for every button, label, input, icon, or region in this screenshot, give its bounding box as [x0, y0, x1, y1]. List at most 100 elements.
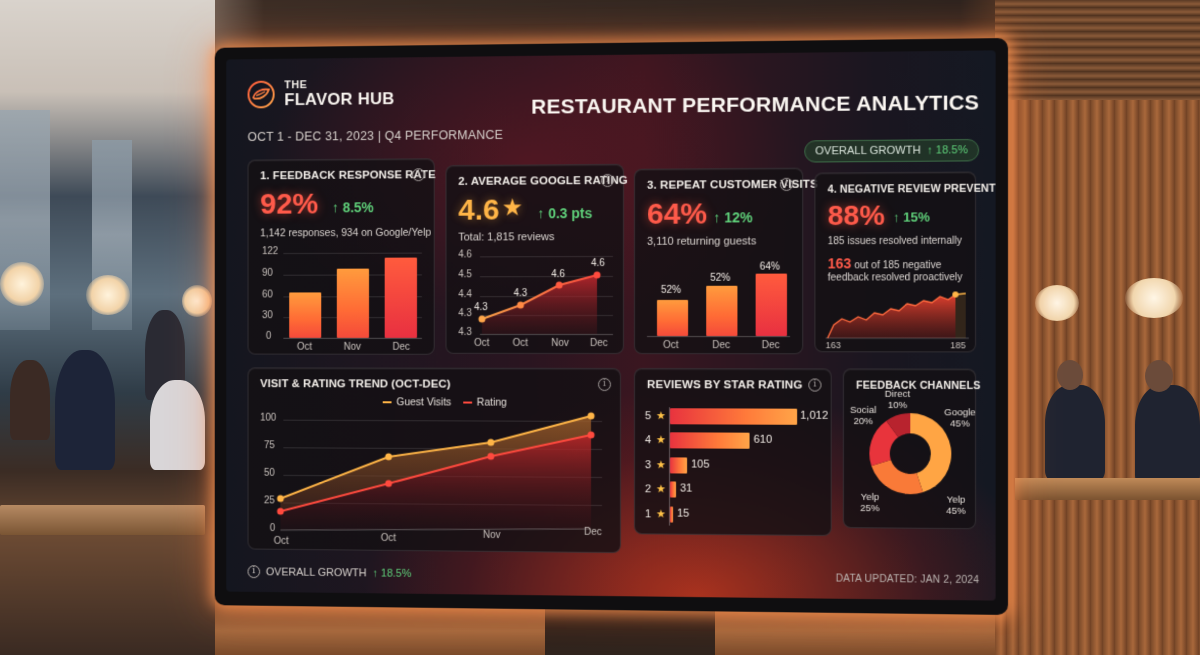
x-tick: Nov — [343, 341, 362, 353]
x-tick: Oct — [474, 337, 490, 349]
diner — [10, 360, 50, 440]
brand-name: FLAVOR HUB — [284, 89, 395, 110]
repeat-visits-value: 64% — [646, 197, 708, 231]
flavor-hub-logo-icon — [246, 79, 277, 111]
diner — [55, 350, 115, 470]
bar-3-star — [670, 457, 688, 474]
bar-value: 15 — [677, 507, 690, 520]
repeat-visits-delta: ↑ 12% — [713, 209, 753, 226]
x-tick: Oct — [296, 341, 313, 353]
y-tick: 122 — [262, 246, 279, 258]
card-feedback-response-rate: 1. FEEDBACK RESPONSE RATE i 92% ↑ 8.5% 1… — [247, 158, 436, 355]
label-google: Google 45% — [944, 407, 976, 430]
point-label: 4.3 — [474, 302, 488, 314]
footer-growth: i OVERALL GROWTH ↑ 18.5% — [247, 565, 412, 580]
bar-1-star — [670, 506, 674, 523]
point-label: 4.3 — [513, 288, 528, 300]
star-row-2: 2 ★ — [644, 482, 666, 496]
bar-nov — [336, 268, 370, 338]
x-axis — [283, 337, 422, 339]
info-icon[interactable]: i — [412, 168, 425, 182]
axis-start: 163 — [825, 340, 841, 351]
bar-oct — [656, 299, 689, 337]
footer-growth-label: OVERALL GROWTH — [265, 565, 367, 579]
star-row-1: 1 ★ — [645, 507, 666, 521]
star-number: 3 — [644, 458, 652, 471]
star-row-4: 4 ★ — [644, 433, 666, 447]
pendant-lamp — [86, 275, 130, 315]
diner — [150, 380, 205, 470]
card-average-google-rating: 2. AVERAGE GOOGLE RATING i 4.6 ★ ↑ 0.3 p… — [445, 163, 628, 355]
y-tick: 30 — [262, 310, 273, 322]
bar-4-star — [670, 432, 750, 449]
card-title: FEEDBACK CHANNELS — [856, 379, 981, 393]
pendant-lamp — [0, 262, 44, 306]
x-tick: Oct — [512, 337, 529, 349]
diner-head — [1145, 360, 1173, 392]
card-negative-review-prevention: 4. NEGATIVE REVIEW PREVENTION 88% ↑ 15% … — [814, 171, 996, 354]
star-icon: ★ — [655, 508, 666, 521]
bar-label: 64% — [759, 261, 780, 273]
x-tick: Nov — [482, 529, 501, 542]
x-tick: Nov — [551, 337, 569, 349]
bar-label: 52% — [661, 284, 682, 296]
axis-end: 185 — [950, 340, 966, 351]
card-title: 1. FEEDBACK RESPONSE RATE — [260, 169, 436, 183]
bar-oct — [289, 292, 322, 338]
gridline — [283, 252, 422, 255]
point-label: 4.6 — [591, 257, 605, 270]
background-restaurant-left — [0, 0, 215, 655]
background-restaurant-right — [995, 0, 1200, 655]
repeat-visits-subtitle: 3,110 returning guests — [646, 235, 757, 248]
ceiling-slats — [995, 0, 1200, 100]
star-number: 4 — [644, 433, 652, 446]
y-tick: 60 — [262, 289, 273, 301]
info-icon[interactable]: i — [247, 565, 261, 579]
dashboard-screen: THE FLAVOR HUB OCT 1 - DEC 31, 2023 | Q4… — [226, 50, 996, 601]
star-number: 2 — [644, 482, 652, 495]
star-icon: ★ — [655, 434, 666, 447]
x-tick: Oct — [663, 340, 679, 352]
bar-value: 31 — [680, 482, 693, 495]
overall-growth-value: ↑ 18.5% — [926, 144, 968, 157]
card-feedback-channels: FEEDBACK CHANNELS Direct 10% Social 20% Go… — [842, 368, 980, 530]
pendant-lamp — [182, 285, 212, 317]
bar-2-star — [670, 481, 677, 498]
x-tick: Dec — [712, 340, 731, 352]
bar-value: 610 — [753, 433, 773, 446]
card-repeat-customer-visits: 3. REPEAT CUSTOMER VISITS i 64% ↑ 12% 3,… — [633, 167, 818, 355]
star-number: 5 — [644, 409, 652, 422]
x-tick: Dec — [392, 341, 410, 353]
rating-line-chart — [446, 165, 624, 334]
star-icon: ★ — [655, 459, 666, 472]
diner-head — [1057, 360, 1083, 390]
label-yelp-right: Yelp 45% — [946, 494, 966, 517]
diner — [1045, 385, 1105, 480]
bar-value: 105 — [691, 458, 710, 471]
pendant-lamp — [1125, 278, 1183, 318]
overall-growth-label: OVERALL GROWTH — [815, 144, 921, 158]
date-range: OCT 1 - DEC 31, 2023 | Q4 PERFORMANCE — [247, 127, 503, 144]
y-tick: 0 — [265, 330, 272, 342]
y-tick: 90 — [262, 267, 273, 279]
card-reviews-by-star-rating: REVIEWS BY STAR RATING i 5 ★ 1,012 4 ★ 610… — [633, 368, 832, 537]
card-visit-rating-trend: VISIT & RATING TREND (OCT-DEC) i Guest V… — [247, 367, 622, 554]
trend-line-chart — [249, 368, 622, 554]
bar-label: 52% — [710, 272, 731, 284]
footer-growth-value: ↑ 18.5% — [372, 567, 412, 580]
prevention-area-chart — [815, 173, 977, 354]
x-tick: Dec — [590, 337, 608, 350]
star-icon: ★ — [655, 483, 666, 496]
bar-dec — [384, 257, 418, 338]
bar-5-star — [670, 408, 798, 425]
info-icon[interactable]: i — [779, 177, 794, 191]
point-label: 4.6 — [551, 269, 566, 281]
x-tick: Dec — [584, 526, 602, 538]
x-tick: Dec — [761, 340, 780, 352]
bar-dec — [706, 285, 738, 337]
brand: THE FLAVOR HUB — [246, 77, 395, 110]
dining-table — [0, 505, 205, 535]
x-tick: Oct — [380, 532, 396, 544]
card-title: REVIEWS BY STAR RATING — [646, 379, 803, 392]
info-icon[interactable]: i — [808, 378, 822, 392]
